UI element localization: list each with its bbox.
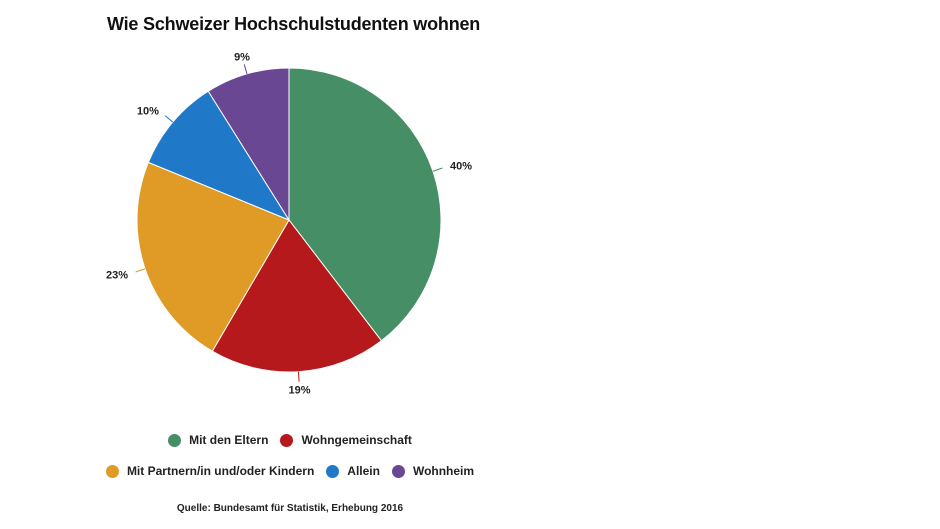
legend-item-wohngemeinschaft[interactable]: Wohngemeinschaft bbox=[280, 433, 412, 447]
leader-line-mit-den-eltern bbox=[432, 167, 443, 172]
legend-swatch-mit-den-eltern bbox=[168, 433, 182, 447]
legend-label-wohnheim: Wohnheim bbox=[412, 464, 475, 478]
legend-item-mit-den-eltern[interactable]: Mit den Eltern bbox=[168, 433, 268, 447]
pct-label-wohnheim: 9% bbox=[234, 52, 250, 64]
legend-label-mit-den-eltern: Mit den Eltern bbox=[189, 433, 269, 447]
pct-label-mit-den-eltern: 40% bbox=[450, 160, 472, 172]
legend-swatch-wohnheim bbox=[391, 464, 405, 478]
leader-line-wohnheim bbox=[243, 64, 248, 75]
legend-swatch-wohngemeinschaft bbox=[280, 433, 294, 447]
legend-item-allein[interactable]: Allein bbox=[326, 464, 380, 478]
legend-label-mit-partnern: Mit Partnern/in und/oder Kindern bbox=[126, 464, 315, 478]
pie-slice-wohngemeinschaft[interactable] bbox=[211, 219, 383, 373]
pie-slice-mit-den-eltern[interactable] bbox=[288, 67, 442, 342]
legend-row-1: Mit den Eltern Wohngemeinschaft bbox=[0, 433, 580, 447]
legend-label-wohngemeinschaft: Wohngemeinschaft bbox=[301, 433, 412, 447]
legend-item-mit-partnern[interactable]: Mit Partnern/in und/oder Kindern bbox=[105, 464, 315, 478]
pie-slice-wohnheim[interactable] bbox=[207, 67, 290, 222]
pct-label-allein: 10% bbox=[137, 106, 159, 118]
legend-swatch-allein bbox=[326, 464, 340, 478]
pie-slice-mit-partnern-in-und-oder-kindern[interactable] bbox=[136, 161, 290, 352]
legend-item-wohnheim[interactable]: Wohnheim bbox=[391, 464, 475, 478]
pct-label-mit-partnern-in-und-oder-kindern: 23% bbox=[106, 270, 128, 282]
leader-line-allein bbox=[164, 115, 174, 123]
legend-row-2: Mit Partnern/in und/oder Kindern Allein … bbox=[0, 464, 580, 478]
leader-line-mit-partnern-in-und-oder-kindern bbox=[135, 268, 146, 273]
chart-title: Wie Schweizer Hochschulstudenten wohnen bbox=[107, 14, 481, 34]
leader-line-wohngemeinschaft bbox=[297, 371, 300, 382]
legend-swatch-mit-partnern bbox=[105, 464, 119, 478]
legend-label-allein: Allein bbox=[347, 464, 380, 478]
source-note: Quelle: Bundesamt für Statistik, Erhebun… bbox=[176, 503, 404, 514]
pct-label-wohngemeinschaft: 19% bbox=[289, 385, 311, 397]
